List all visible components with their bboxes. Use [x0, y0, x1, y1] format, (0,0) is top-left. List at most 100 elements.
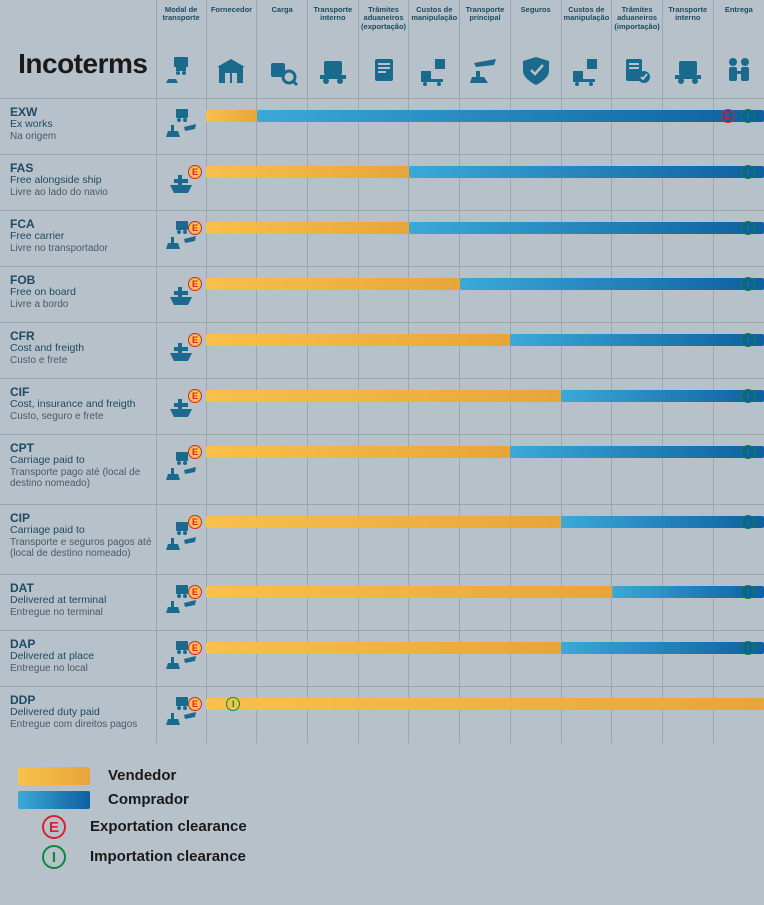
cell [206, 379, 257, 435]
mode-icon [157, 53, 206, 92]
cell [561, 211, 612, 267]
term-pt: Livre no transportador [10, 243, 152, 254]
cell [358, 435, 409, 505]
cell [510, 155, 561, 211]
mode-icon [156, 435, 206, 505]
term-en: Free on board [10, 287, 152, 299]
cell [308, 211, 359, 267]
term-code: EXW [10, 105, 152, 119]
cell [713, 155, 764, 211]
cell [510, 575, 561, 631]
manip1-icon [409, 53, 459, 92]
cell [662, 267, 713, 323]
cell [662, 435, 713, 505]
term-en: Carriage paid to [10, 525, 152, 537]
cell [612, 155, 663, 211]
col-label: Seguros [511, 6, 561, 14]
cell [460, 435, 511, 505]
term-en: Carriage paid to [10, 455, 152, 467]
cell [257, 267, 308, 323]
cell [257, 631, 308, 687]
col-label: Transporte interno [308, 6, 358, 23]
cell [561, 155, 612, 211]
cell [612, 323, 663, 379]
cell [460, 155, 511, 211]
cell [713, 211, 764, 267]
col-header-transp_int: Transporte interno [308, 0, 359, 99]
adu_imp-icon [612, 53, 662, 92]
term-pt: Entregue no terminal [10, 607, 152, 618]
term-code: CPT [10, 441, 152, 455]
term-pt: Livre a bordo [10, 299, 152, 310]
cell [561, 631, 612, 687]
cell [713, 267, 764, 323]
cell [206, 687, 257, 743]
cell [460, 211, 511, 267]
cell [662, 155, 713, 211]
cell [206, 631, 257, 687]
col-header-transp_int2: Transporte interno [662, 0, 713, 99]
cell [510, 323, 561, 379]
cell [460, 631, 511, 687]
col-header-fornecedor: Fornecedor [206, 0, 257, 99]
mode-icon [156, 155, 206, 211]
cell [510, 211, 561, 267]
cell [460, 379, 511, 435]
cell [510, 631, 561, 687]
incoterms-table: IncotermsModal de transporteFornecedorCa… [0, 0, 764, 743]
cell [612, 687, 663, 743]
cell [358, 267, 409, 323]
col-label: Custos de manipulação [562, 6, 612, 23]
cell [409, 631, 460, 687]
cell [206, 323, 257, 379]
term-pt: Na origem [10, 131, 152, 142]
cell [308, 379, 359, 435]
cell [257, 505, 308, 575]
col-label: Entrega [714, 6, 764, 14]
cell [409, 379, 460, 435]
legend-export-label: Exportation clearance [90, 818, 247, 835]
carga-icon [257, 53, 307, 92]
term-en: Cost, insurance and freigth [10, 399, 152, 411]
term-pt: Transporte e seguros pagos até (local de… [10, 537, 152, 559]
entrega-icon [714, 53, 764, 92]
cell [460, 99, 511, 155]
export-badge-icon: E [42, 815, 66, 839]
cell [713, 687, 764, 743]
col-label: Modal de transporte [157, 6, 206, 23]
cell [510, 505, 561, 575]
cell [257, 575, 308, 631]
cell [308, 505, 359, 575]
term-en: Free alongside ship [10, 175, 152, 187]
cell [308, 435, 359, 505]
row-cip: CIPCarriage paid toTransporte e seguros … [0, 505, 764, 575]
cell [713, 99, 764, 155]
term-code: CIF [10, 385, 152, 399]
seguros-icon [511, 53, 561, 92]
mode-icon [156, 575, 206, 631]
principal-icon [460, 53, 510, 92]
col-header-adu_imp: Trâmites aduaneiros (importação) [612, 0, 663, 99]
cell [510, 267, 561, 323]
cell [713, 631, 764, 687]
col-label: Trâmites aduaneiros (exportação) [359, 6, 409, 31]
cell [510, 435, 561, 505]
term-en: Cost and freigth [10, 343, 152, 355]
cell [409, 99, 460, 155]
cell [612, 267, 663, 323]
adu_exp-icon [359, 53, 409, 92]
cell [713, 379, 764, 435]
mode-icon [156, 323, 206, 379]
col-header-carga: Carga [257, 0, 308, 99]
col-header-entrega: Entrega [713, 0, 764, 99]
cell [358, 323, 409, 379]
mode-icon [156, 505, 206, 575]
cell [308, 323, 359, 379]
cell [561, 435, 612, 505]
mode-icon [156, 99, 206, 155]
cell [713, 435, 764, 505]
term-en: Delivered duty paid [10, 707, 152, 719]
cell [561, 99, 612, 155]
cell [612, 99, 663, 155]
row-dat: DATDelivered at terminalEntregue no term… [0, 575, 764, 631]
